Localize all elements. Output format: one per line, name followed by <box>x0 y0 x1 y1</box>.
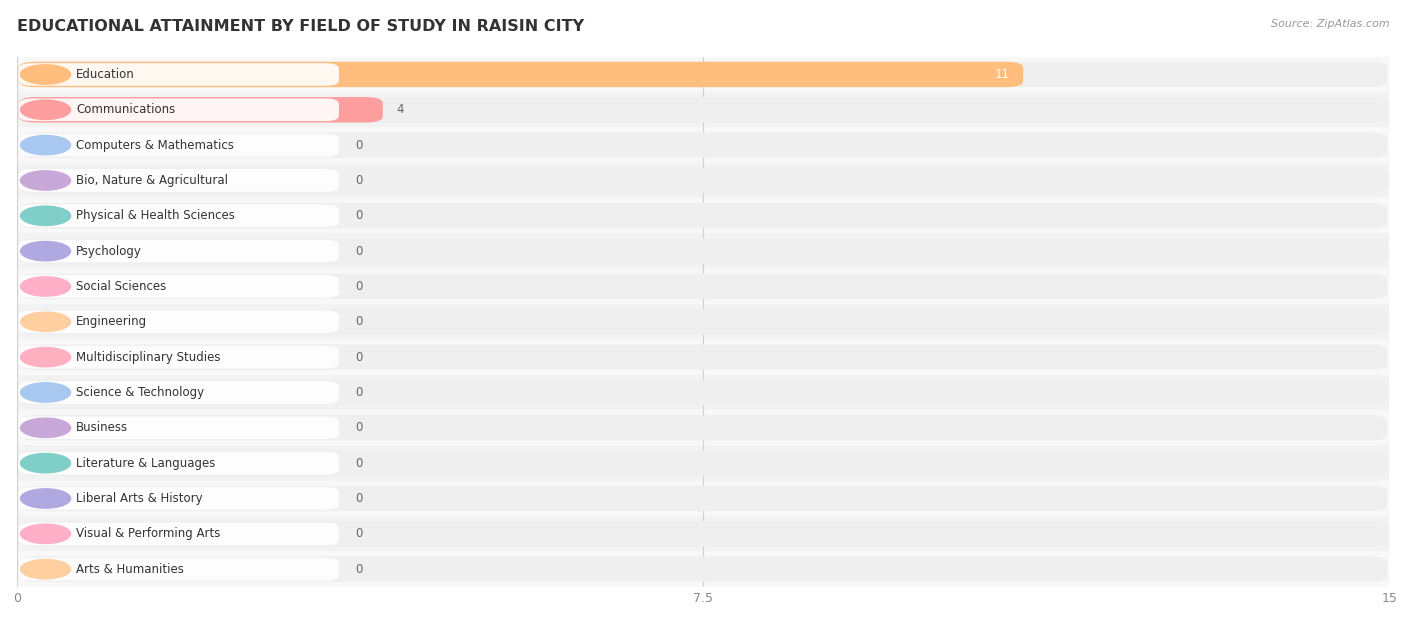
FancyBboxPatch shape <box>17 481 1389 516</box>
FancyBboxPatch shape <box>18 381 339 404</box>
FancyBboxPatch shape <box>18 416 339 439</box>
Text: 0: 0 <box>356 316 363 328</box>
FancyBboxPatch shape <box>18 558 339 581</box>
FancyBboxPatch shape <box>18 275 339 298</box>
FancyBboxPatch shape <box>18 98 339 121</box>
Circle shape <box>21 312 70 331</box>
Text: Source: ZipAtlas.com: Source: ZipAtlas.com <box>1271 19 1389 29</box>
FancyBboxPatch shape <box>18 557 1388 582</box>
FancyBboxPatch shape <box>18 380 1388 405</box>
FancyBboxPatch shape <box>17 375 1389 410</box>
Circle shape <box>21 171 70 190</box>
Text: Multidisciplinary Studies: Multidisciplinary Studies <box>76 351 221 363</box>
Text: 11: 11 <box>994 68 1010 81</box>
FancyBboxPatch shape <box>18 521 1388 546</box>
FancyBboxPatch shape <box>17 127 1389 163</box>
FancyBboxPatch shape <box>17 198 1389 233</box>
FancyBboxPatch shape <box>18 451 1388 476</box>
Text: 0: 0 <box>356 139 363 151</box>
FancyBboxPatch shape <box>18 274 1388 299</box>
Circle shape <box>21 524 70 543</box>
Text: 0: 0 <box>356 492 363 505</box>
Circle shape <box>21 489 70 508</box>
Text: 0: 0 <box>356 386 363 399</box>
Text: 0: 0 <box>356 422 363 434</box>
FancyBboxPatch shape <box>18 97 1388 122</box>
FancyBboxPatch shape <box>18 415 1388 440</box>
Circle shape <box>21 418 70 437</box>
Text: Science & Technology: Science & Technology <box>76 386 204 399</box>
FancyBboxPatch shape <box>17 410 1389 445</box>
FancyBboxPatch shape <box>18 486 1388 511</box>
Circle shape <box>21 100 70 119</box>
Text: Physical & Health Sciences: Physical & Health Sciences <box>76 209 235 222</box>
Text: 0: 0 <box>356 209 363 222</box>
Circle shape <box>21 383 70 402</box>
Circle shape <box>21 242 70 261</box>
Text: 4: 4 <box>396 103 404 116</box>
FancyBboxPatch shape <box>18 134 339 156</box>
Circle shape <box>21 348 70 367</box>
Text: 0: 0 <box>356 280 363 293</box>
Text: EDUCATIONAL ATTAINMENT BY FIELD OF STUDY IN RAISIN CITY: EDUCATIONAL ATTAINMENT BY FIELD OF STUDY… <box>17 19 583 34</box>
Text: Literature & Languages: Literature & Languages <box>76 457 215 469</box>
Text: Social Sciences: Social Sciences <box>76 280 166 293</box>
FancyBboxPatch shape <box>17 551 1389 587</box>
FancyBboxPatch shape <box>18 346 339 369</box>
FancyBboxPatch shape <box>18 240 339 262</box>
FancyBboxPatch shape <box>18 97 382 122</box>
Text: Liberal Arts & History: Liberal Arts & History <box>76 492 202 505</box>
Text: 0: 0 <box>356 563 363 575</box>
Circle shape <box>21 454 70 473</box>
Circle shape <box>21 136 70 155</box>
FancyBboxPatch shape <box>17 92 1389 127</box>
Circle shape <box>21 65 70 84</box>
Text: Visual & Performing Arts: Visual & Performing Arts <box>76 528 221 540</box>
FancyBboxPatch shape <box>18 487 339 510</box>
Text: Business: Business <box>76 422 128 434</box>
Text: Education: Education <box>76 68 135 81</box>
Text: 0: 0 <box>356 351 363 363</box>
FancyBboxPatch shape <box>18 62 1024 87</box>
Text: 0: 0 <box>356 457 363 469</box>
FancyBboxPatch shape <box>18 309 1388 334</box>
Text: Engineering: Engineering <box>76 316 148 328</box>
FancyBboxPatch shape <box>17 304 1389 339</box>
Circle shape <box>21 206 70 225</box>
FancyBboxPatch shape <box>17 339 1389 375</box>
FancyBboxPatch shape <box>18 203 1388 228</box>
Circle shape <box>21 277 70 296</box>
Circle shape <box>21 560 70 579</box>
FancyBboxPatch shape <box>18 168 1388 193</box>
Text: Psychology: Psychology <box>76 245 142 257</box>
FancyBboxPatch shape <box>18 63 339 86</box>
Text: 0: 0 <box>356 528 363 540</box>
FancyBboxPatch shape <box>18 169 339 192</box>
Text: Arts & Humanities: Arts & Humanities <box>76 563 184 575</box>
FancyBboxPatch shape <box>18 522 339 545</box>
FancyBboxPatch shape <box>17 516 1389 551</box>
Text: 0: 0 <box>356 174 363 187</box>
FancyBboxPatch shape <box>18 239 1388 264</box>
Text: Communications: Communications <box>76 103 176 116</box>
FancyBboxPatch shape <box>18 62 1388 87</box>
FancyBboxPatch shape <box>18 310 339 333</box>
FancyBboxPatch shape <box>18 345 1388 370</box>
Text: 0: 0 <box>356 245 363 257</box>
FancyBboxPatch shape <box>18 452 339 475</box>
Text: Computers & Mathematics: Computers & Mathematics <box>76 139 233 151</box>
FancyBboxPatch shape <box>17 233 1389 269</box>
FancyBboxPatch shape <box>17 163 1389 198</box>
FancyBboxPatch shape <box>18 133 1388 158</box>
Text: Bio, Nature & Agricultural: Bio, Nature & Agricultural <box>76 174 228 187</box>
FancyBboxPatch shape <box>18 204 339 227</box>
FancyBboxPatch shape <box>17 445 1389 481</box>
FancyBboxPatch shape <box>17 269 1389 304</box>
FancyBboxPatch shape <box>17 57 1389 92</box>
